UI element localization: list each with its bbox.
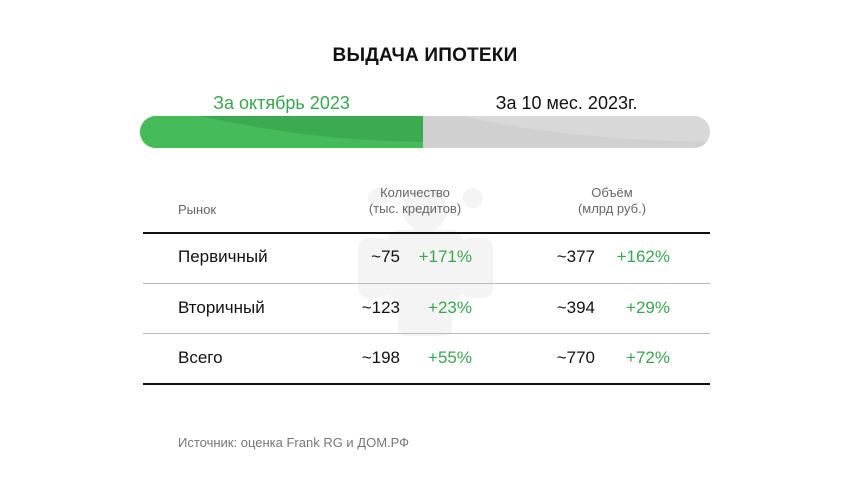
row-volume-change: +29%: [626, 298, 670, 317]
table-row: Всего ~198 +55% ~770 +72%: [0, 343, 850, 373]
tab-october-2023[interactable]: За октябрь 2023: [213, 93, 350, 113]
source-note: Источник: оценка Frank RG и ДОМ.РФ: [178, 435, 410, 450]
row-quantity: ~198: [361, 348, 400, 367]
column-header-volume: Объём (млрд руб.): [552, 185, 672, 217]
column-header-market: Рынок: [178, 202, 217, 217]
column-header-quantity: Количество (тыс. кредитов): [355, 185, 475, 217]
row-quantity: ~123: [361, 298, 400, 317]
column-header-quantity-line2: (тыс. кредитов): [368, 201, 462, 216]
row-quantity: ~75: [371, 247, 400, 266]
table-row: Первичный ~75 +171% ~377 +162%: [0, 242, 850, 272]
row-volume: ~770: [556, 348, 595, 367]
active-segment-shading: [140, 116, 423, 148]
period-switch[interactable]: [140, 116, 710, 148]
row-divider: [143, 283, 710, 284]
row-quantity-change: +55%: [428, 348, 472, 367]
row-divider: [143, 333, 710, 334]
period-switch-inactive-segment[interactable]: [423, 116, 710, 148]
row-name: Всего: [178, 348, 223, 367]
row-volume: ~394: [556, 298, 595, 317]
row-quantity-change: +23%: [428, 298, 472, 317]
column-header-volume-line2: (млрд руб.): [577, 201, 647, 216]
row-volume-change: +72%: [626, 348, 670, 367]
period-switch-active-segment[interactable]: [140, 116, 423, 148]
inactive-segment-shading: [423, 116, 710, 148]
row-volume: ~377: [556, 247, 595, 266]
table-row: Вторичный ~123 +23% ~394 +29%: [0, 293, 850, 323]
row-volume-change: +162%: [616, 247, 670, 266]
column-header-quantity-line1: Количество: [380, 185, 450, 200]
table-header-divider: [143, 232, 710, 234]
tab-10-months-2023[interactable]: За 10 мес. 2023г.: [495, 93, 638, 113]
page-title: ВЫДАЧА ИПОТЕКИ: [332, 45, 518, 66]
column-header-volume-line1: Объём: [591, 185, 633, 200]
row-quantity-change: +171%: [418, 247, 472, 266]
row-name: Первичный: [178, 247, 268, 266]
table-bottom-divider: [143, 383, 710, 385]
row-name: Вторичный: [178, 298, 265, 317]
